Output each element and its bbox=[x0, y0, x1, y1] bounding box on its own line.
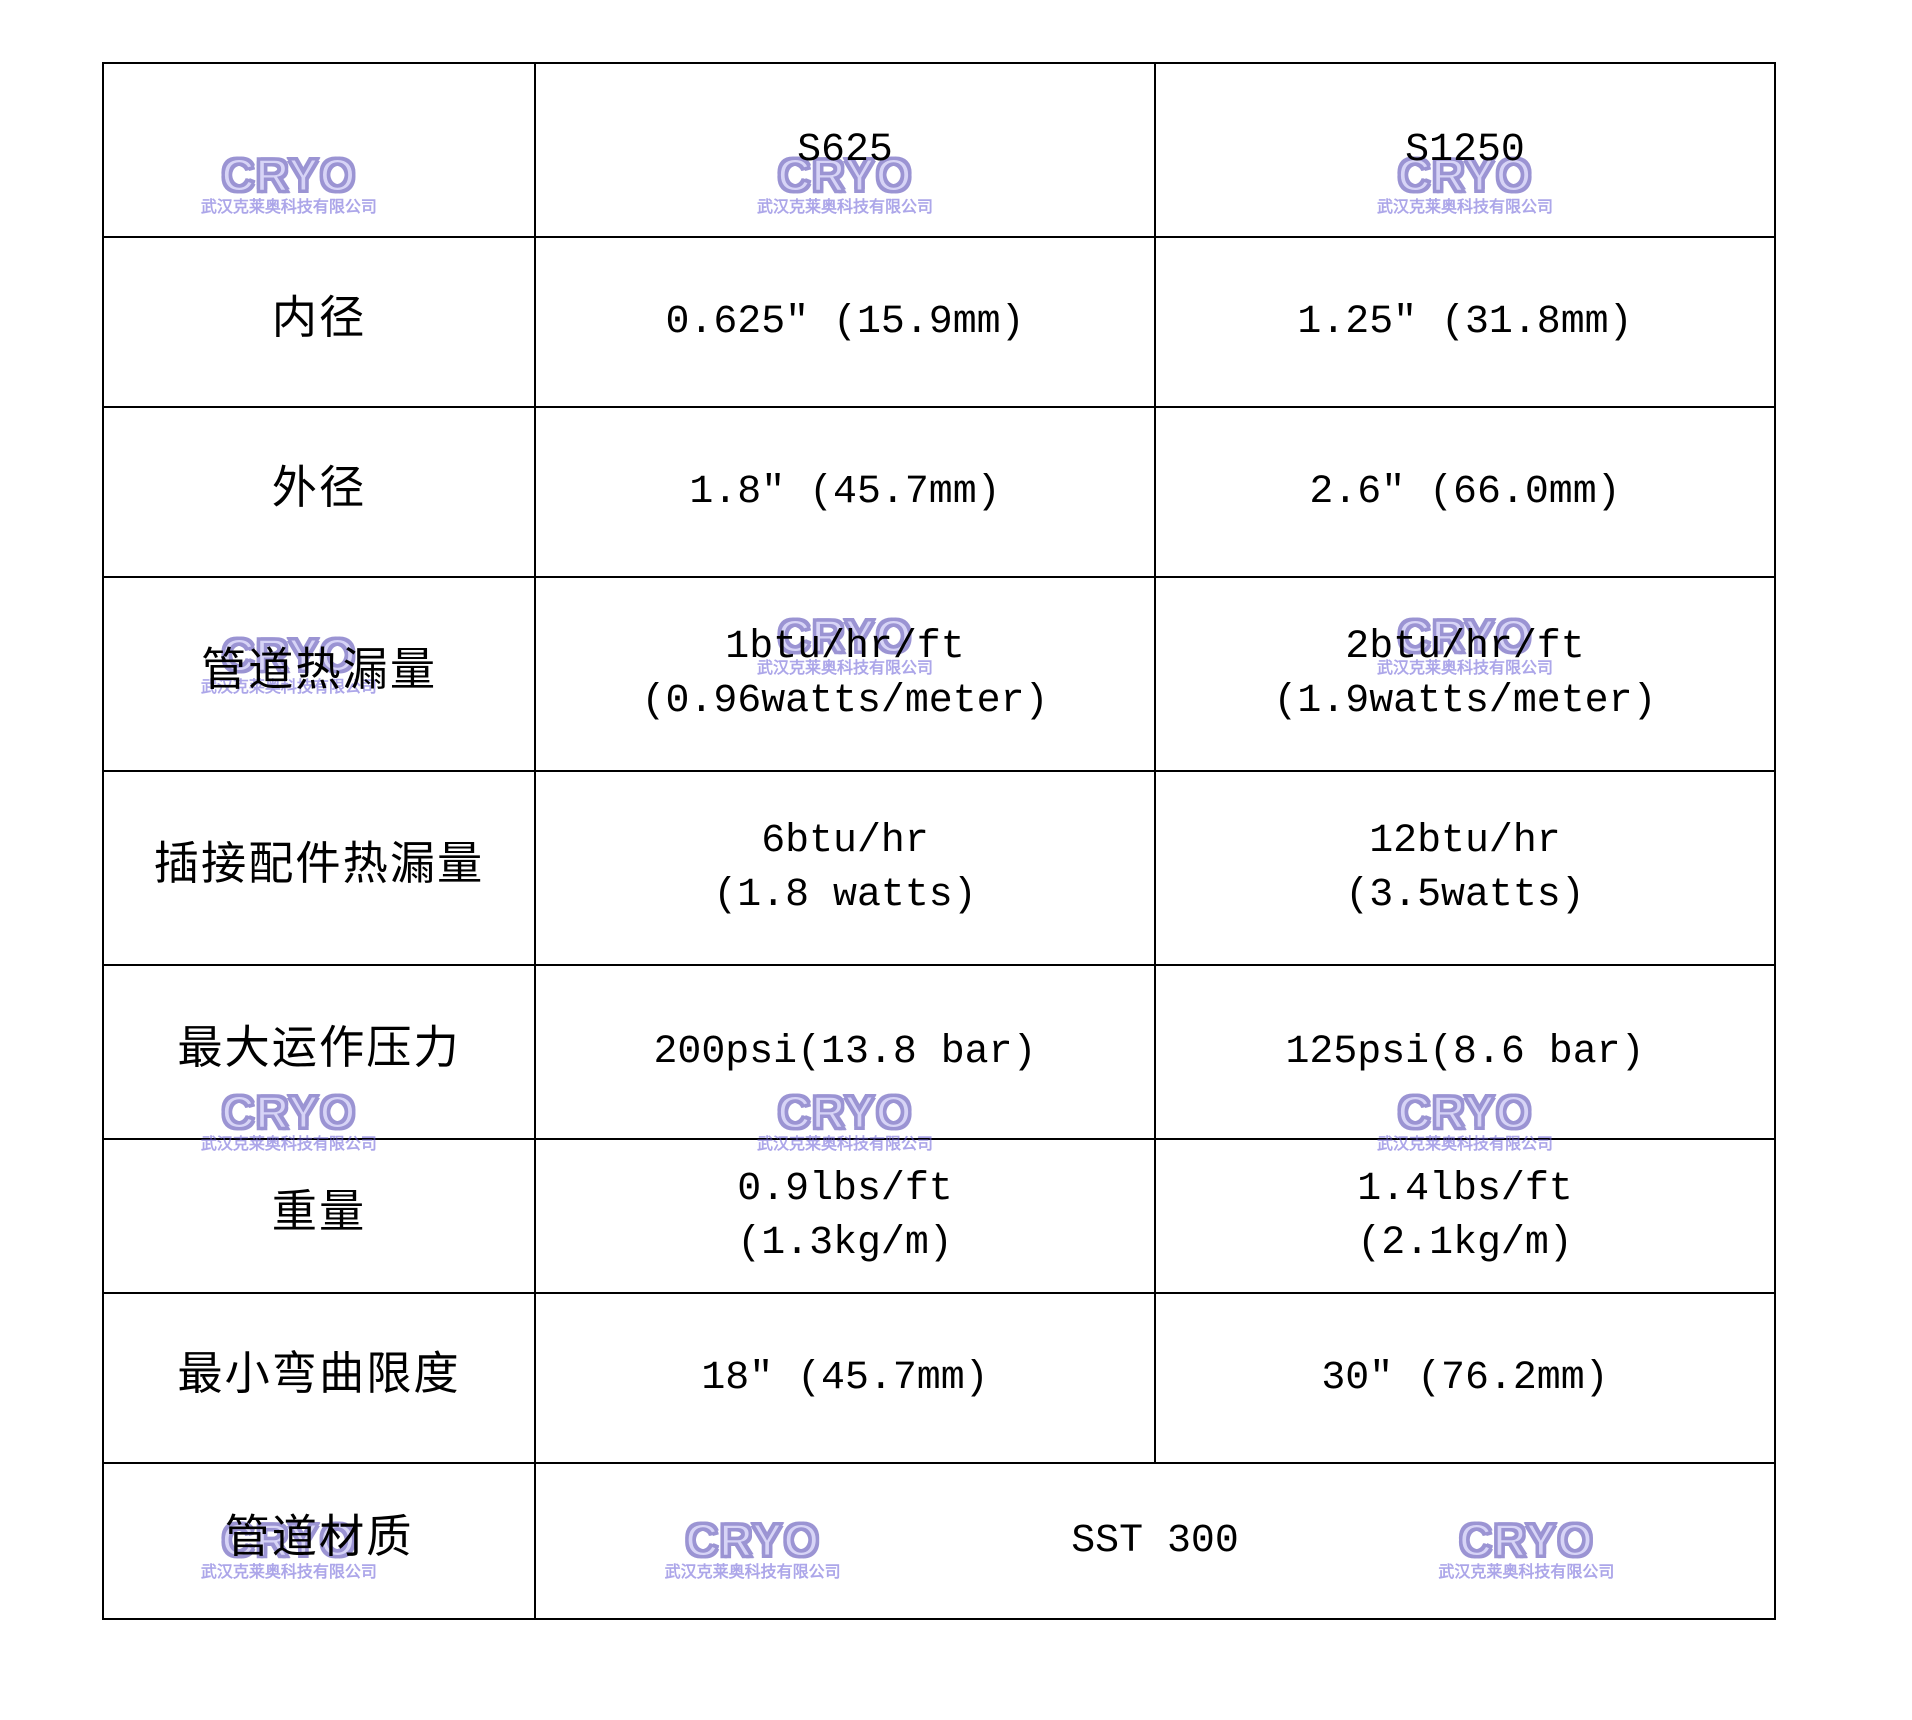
table-row: CRYO武汉克莱奥科技有限公司CRYO武汉克莱奥科技有限公司S625CRYO武汉… bbox=[103, 63, 1775, 237]
row-label: 管道材质 bbox=[225, 1510, 414, 1571]
watermark-sub: 武汉克莱奥科技有限公司 bbox=[757, 200, 933, 216]
table-row: 最小弯曲限度 18" (45.7mm) 30" (76.2mm) bbox=[103, 1293, 1775, 1463]
row-label: 插接配件热漏量 bbox=[154, 837, 485, 898]
value-cell: CRYO武汉克莱奥科技有限公司125psi(8.6 bar) bbox=[1155, 965, 1775, 1139]
cell-value: 1.25" (31.8mm) bbox=[1297, 295, 1632, 349]
row-label-cell: 重量 bbox=[103, 1139, 535, 1293]
value-cell: CRYO武汉克莱奥科技有限公司2btu/hr/ft (1.9watts/mete… bbox=[1155, 577, 1775, 771]
row-label-cell: 外径 bbox=[103, 407, 535, 577]
value-cell: 12btu/hr (3.5watts) bbox=[1155, 771, 1775, 965]
watermark-main: CRYO bbox=[201, 152, 377, 198]
table-row: 重量 0.9lbs/ft (1.3kg/m) 1.4lbs/ft (2.1kg/m) bbox=[103, 1139, 1775, 1293]
value-cell: 6btu/hr (1.8 watts) bbox=[535, 771, 1155, 965]
value-cell: CRYO武汉克莱奥科技有限公司200psi(13.8 bar) bbox=[535, 965, 1155, 1139]
cell-value: 12btu/hr (3.5watts) bbox=[1345, 814, 1584, 922]
value-cell: 30" (76.2mm) bbox=[1155, 1293, 1775, 1463]
value-cell: 1.4lbs/ft (2.1kg/m) bbox=[1155, 1139, 1775, 1293]
table-row: 内径 0.625" (15.9mm) 1.25" (31.8mm) bbox=[103, 237, 1775, 407]
value-cell: 18" (45.7mm) bbox=[535, 1293, 1155, 1463]
watermark: CRYO 武汉克莱奥科技有限公司 bbox=[201, 152, 377, 216]
table-row: CRYO武汉克莱奥科技有限公司最大运作压力CRYO武汉克莱奥科技有限公司200p… bbox=[103, 965, 1775, 1139]
watermark-sub: 武汉克莱奥科技有限公司 bbox=[1438, 1565, 1614, 1581]
column-header-cell: CRYO武汉克莱奥科技有限公司S1250 bbox=[1155, 63, 1775, 237]
cell-value: 200psi(13.8 bar) bbox=[653, 1025, 1036, 1079]
cell-value: 2btu/hr/ft (1.9watts/meter) bbox=[1273, 620, 1656, 728]
column-header: S1250 bbox=[1405, 123, 1525, 177]
row-label-cell: 最小弯曲限度 bbox=[103, 1293, 535, 1463]
cell-value: SST 300 bbox=[1071, 1514, 1239, 1568]
spec-table: CRYO武汉克莱奥科技有限公司CRYO武汉克莱奥科技有限公司S625CRYO武汉… bbox=[102, 62, 1776, 1620]
table-row: CRYO武汉克莱奥科技有限公司管道材质CRYO武汉克莱奥科技有限公司CRYO武汉… bbox=[103, 1463, 1775, 1619]
watermark-main: CRYO bbox=[1377, 1089, 1553, 1135]
cell-value: 1.4lbs/ft (2.1kg/m) bbox=[1357, 1162, 1572, 1270]
row-label-cell: CRYO武汉克莱奥科技有限公司管道热漏量 bbox=[103, 577, 535, 771]
spec-table-body: CRYO武汉克莱奥科技有限公司CRYO武汉克莱奥科技有限公司S625CRYO武汉… bbox=[103, 63, 1775, 1619]
row-label-cell: 插接配件热漏量 bbox=[103, 771, 535, 965]
watermark-sub: 武汉克莱奥科技有限公司 bbox=[1377, 200, 1553, 216]
cell-value: 30" (76.2mm) bbox=[1321, 1351, 1608, 1405]
table-row: 插接配件热漏量 6btu/hr (1.8 watts) 12btu/hr (3.5w… bbox=[103, 771, 1775, 965]
cell-value: 18" (45.7mm) bbox=[701, 1351, 988, 1405]
value-cell: 2.6" (66.0mm) bbox=[1155, 407, 1775, 577]
row-label: 最小弯曲限度 bbox=[177, 1347, 460, 1408]
watermark-sub: 武汉克莱奥科技有限公司 bbox=[665, 1565, 841, 1581]
cell-value: 0.625" (15.9mm) bbox=[665, 295, 1024, 349]
row-label: 最大运作压力 bbox=[177, 1021, 460, 1082]
cell-value: 2.6" (66.0mm) bbox=[1309, 465, 1620, 519]
watermark-main: CRYO bbox=[201, 1089, 377, 1135]
value-cell: 0.9lbs/ft (1.3kg/m) bbox=[535, 1139, 1155, 1293]
watermark-main: CRYO bbox=[757, 1089, 933, 1135]
watermark: CRYO 武汉克莱奥科技有限公司 bbox=[665, 1517, 841, 1581]
row-label-cell: 内径 bbox=[103, 237, 535, 407]
cell-value: 125psi(8.6 bar) bbox=[1285, 1025, 1644, 1079]
row-label: 外径 bbox=[272, 461, 366, 522]
cell-value: 1.8" (45.7mm) bbox=[689, 465, 1000, 519]
watermark-main: CRYO bbox=[665, 1517, 841, 1563]
watermark: CRYO 武汉克莱奥科技有限公司 bbox=[1438, 1517, 1614, 1581]
row-label: 重量 bbox=[272, 1185, 366, 1246]
watermark-main: CRYO bbox=[1438, 1517, 1614, 1563]
cell-value: 1btu/hr/ft (0.96watts/meter) bbox=[642, 620, 1049, 728]
cell-value: 6btu/hr (1.8 watts) bbox=[713, 814, 976, 922]
value-cell: 0.625" (15.9mm) bbox=[535, 237, 1155, 407]
value-cell: 1.25" (31.8mm) bbox=[1155, 237, 1775, 407]
column-header-cell: CRYO武汉克莱奥科技有限公司S625 bbox=[535, 63, 1155, 237]
cell-value: 0.9lbs/ft (1.3kg/m) bbox=[737, 1162, 952, 1270]
value-cell: CRYO武汉克莱奥科技有限公司1btu/hr/ft (0.96watts/met… bbox=[535, 577, 1155, 771]
row-label: 内径 bbox=[272, 291, 366, 352]
table-row: 外径 1.8" (45.7mm) 2.6" (66.0mm) bbox=[103, 407, 1775, 577]
value-cell: CRYO 武汉克莱奥科技有限公司 CRYO 武汉克莱奥科技有限公司 SST 300 bbox=[535, 1463, 1775, 1619]
value-cell: 1.8" (45.7mm) bbox=[535, 407, 1155, 577]
row-label: 管道热漏量 bbox=[201, 643, 437, 704]
watermark-sub: 武汉克莱奥科技有限公司 bbox=[201, 200, 377, 216]
row-label-cell: CRYO武汉克莱奥科技有限公司管道材质 bbox=[103, 1463, 535, 1619]
column-header: S625 bbox=[797, 123, 893, 177]
column-header-cell: CRYO 武汉克莱奥科技有限公司 bbox=[103, 63, 535, 237]
row-label-cell: CRYO武汉克莱奥科技有限公司最大运作压力 bbox=[103, 965, 535, 1139]
table-row: CRYO武汉克莱奥科技有限公司管道热漏量CRYO武汉克莱奥科技有限公司1btu/… bbox=[103, 577, 1775, 771]
